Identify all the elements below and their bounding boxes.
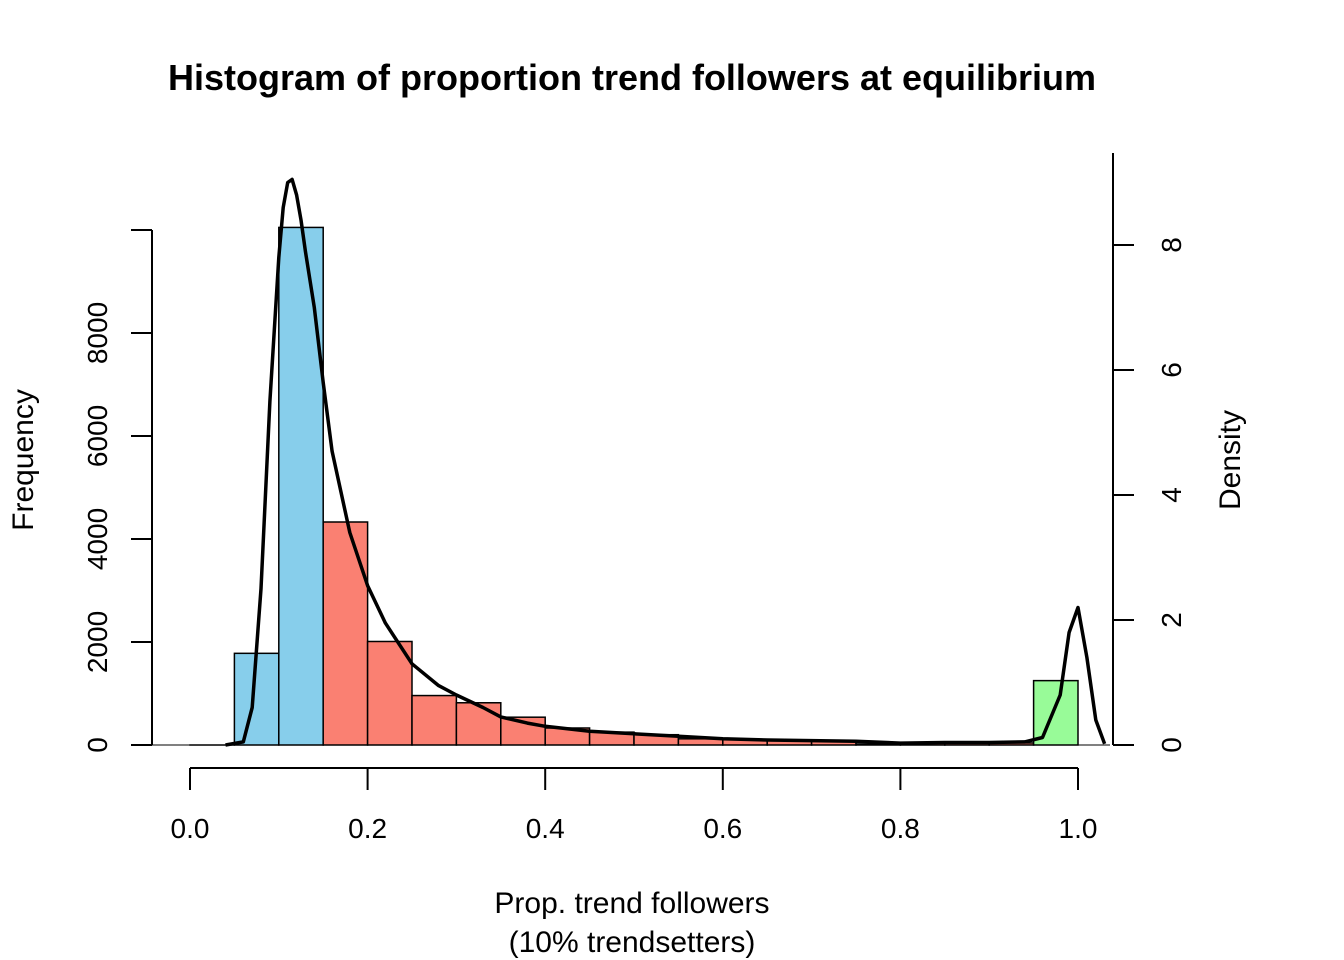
histogram-bars [189, 226, 1079, 746]
x-tick-label-3: 0.6 [703, 813, 742, 844]
y2-tick-label-2: 4 [1156, 487, 1187, 503]
y-tick-label-2: 4000 [82, 508, 113, 570]
histogram-bar-4 [366, 640, 413, 746]
y2-tick-label-1: 2 [1156, 612, 1187, 628]
y-tick-label-1: 2000 [82, 611, 113, 673]
y2-tick-label-4: 8 [1156, 237, 1187, 253]
density-curve [225, 177, 1107, 747]
density-curve-group [225, 177, 1107, 747]
axes-group: 0.0 0.2 0.4 0.6 0.8 1.0 0 2000 4000 6000 8000 0 2 4 6 8 [82, 153, 1187, 844]
x-tick-label-2: 0.4 [526, 813, 565, 844]
x-tick-label-0: 0.0 [171, 813, 210, 844]
y-axis-label: Frequency [7, 389, 40, 531]
x-axis-sublabel: (10% trendsetters) [509, 926, 756, 959]
histogram-bar-5 [411, 694, 458, 746]
y-tick-label-0: 0 [82, 737, 113, 753]
histogram-bar-3 [322, 521, 369, 746]
y2-axis-label: Density [1214, 410, 1247, 510]
chart-title: Histogram of proportion trend followers … [168, 57, 1096, 98]
y2-tick-label-3: 6 [1156, 362, 1187, 378]
histogram-bar-2 [278, 226, 324, 746]
y2-tick-label-0: 0 [1156, 737, 1187, 753]
x-tick-label-5: 1.0 [1059, 813, 1098, 844]
histogram-bar-19 [1032, 679, 1079, 746]
histogram-bar-6 [455, 702, 502, 746]
y-tick-label-4: 8000 [82, 302, 113, 364]
x-axis-label: Prop. trend followers [494, 887, 769, 920]
y-tick-label-3: 6000 [82, 405, 113, 467]
x-tick-label-4: 0.8 [881, 813, 920, 844]
x-tick-label-1: 0.2 [348, 813, 387, 844]
